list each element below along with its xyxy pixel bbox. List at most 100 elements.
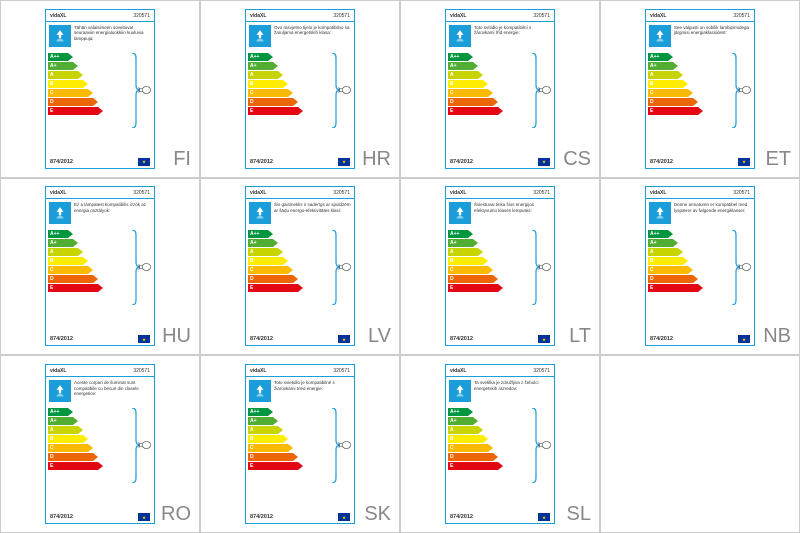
eu-flag-icon: ★ [538,158,550,166]
eu-flag-icon: ★ [138,513,150,521]
brand-text: vidaXL [250,13,333,19]
regulation-text: 874/2012 [250,514,338,520]
energy-arrow-App: A++ [448,230,473,238]
energy-arrow-E: E [448,284,503,292]
description-text: Ez a lámpatest kompatibilis izzók az ene… [74,202,151,213]
language-code: ET [765,148,791,171]
description-text: Toto svítidlo je kompatibilní s žárovkam… [474,25,551,36]
regulation-text: 874/2012 [450,514,538,520]
energy-label-card: vidaXL320571Toto svietidlo je kompatibil… [245,364,355,524]
energy-arrow-Ap: A+ [48,239,78,247]
energy-arrow-App: A++ [248,408,273,416]
label-cell-fi: vidaXL320571Tähän valaisimeen soveltuvat… [0,0,200,178]
bulb-icon [538,259,552,277]
energy-chart: A++A+ABCDE [246,405,354,511]
regulation-text: 874/2012 [50,336,138,342]
energy-arrow-App: A++ [448,53,473,61]
energy-arrow-C: C [248,444,293,452]
energy-arrow-A: A [48,426,83,434]
description-text: Tähän valaisimeen soveltuvat seuraaviin … [74,25,151,41]
lamp-icon [249,25,271,47]
energy-arrow-D: D [448,98,498,106]
energy-label-card: vidaXL320571Ez a lámpatest kompatibilis … [45,186,155,346]
energy-arrow-C: C [48,89,93,97]
description-text: Denne armaturen er kompatibel med lyspær… [674,202,751,213]
bulb-icon [738,82,752,100]
energy-arrow-D: D [48,453,98,461]
bulb-icon [538,82,552,100]
energy-arrow-E: E [648,284,703,292]
energy-arrow-B: B [48,435,88,443]
sku-text: 320571 [733,13,750,19]
energy-arrow-Ap: A+ [448,417,478,425]
lamp-icon [49,380,71,402]
label-cell-ro: vidaXL320571Aceste corpuri de iluminat s… [0,355,200,533]
energy-arrow-C: C [648,89,693,97]
energy-arrow-C: C [448,89,493,97]
label-cell-cs: vidaXL320571Toto svítidlo je kompatibiln… [400,0,600,178]
energy-arrow-B: B [248,435,288,443]
energy-chart: A++A+ABCDE [446,405,554,511]
empty-cell [600,355,800,533]
label-cell-sk: vidaXL320571Toto svietidlo je kompatibil… [200,355,400,533]
energy-chart: A++A+ABCDE [246,227,354,333]
brand-text: vidaXL [50,368,133,374]
energy-arrow-C: C [448,266,493,274]
brand-text: vidaXL [650,13,733,19]
energy-arrow-B: B [48,257,88,265]
energy-arrow-B: B [648,80,688,88]
energy-chart: A++A+ABCDE [446,227,554,333]
energy-arrow-A: A [248,426,283,434]
energy-arrow-App: A++ [648,53,673,61]
energy-arrow-App: A++ [248,230,273,238]
lamp-icon [249,380,271,402]
energy-arrow-B: B [48,80,88,88]
energy-label-card: vidaXL320571Aceste corpuri de iluminat s… [45,364,155,524]
lamp-icon [49,25,71,47]
energy-arrow-App: A++ [48,53,73,61]
energy-arrow-A: A [48,248,83,256]
energy-arrow-E: E [248,462,303,470]
description-text: Šis gaismeklis ir saderīgs ar spuldzēm a… [274,202,351,213]
energy-arrow-Ap: A+ [648,239,678,247]
energy-arrow-D: D [448,453,498,461]
eu-flag-icon: ★ [538,335,550,343]
eu-flag-icon: ★ [338,158,350,166]
eu-flag-icon: ★ [338,335,350,343]
energy-arrow-D: D [448,275,498,283]
language-code: NB [763,325,791,348]
energy-arrow-A: A [448,71,483,79]
energy-arrow-A: A [48,71,83,79]
energy-chart: A++A+ABCDE [46,405,154,511]
energy-arrow-C: C [648,266,693,274]
energy-arrow-App: A++ [448,408,473,416]
energy-arrow-App: A++ [48,230,73,238]
eu-flag-icon: ★ [138,335,150,343]
energy-arrow-B: B [448,257,488,265]
energy-label-card: vidaXL320571See valgusti on sobilik lamb… [645,9,755,169]
energy-arrow-E: E [248,107,303,115]
energy-arrow-D: D [648,275,698,283]
regulation-text: 874/2012 [650,159,738,165]
brand-text: vidaXL [50,13,133,19]
energy-chart: A++A+ABCDE [46,50,154,156]
lamp-icon [449,25,471,47]
regulation-text: 874/2012 [50,159,138,165]
energy-arrow-D: D [248,98,298,106]
bulb-icon [738,259,752,277]
label-cell-sl: vidaXL320571Ta svetilka je združljiva z … [400,355,600,533]
energy-arrow-Ap: A+ [48,62,78,70]
language-code: CS [563,148,591,171]
energy-arrow-B: B [248,257,288,265]
lamp-icon [449,380,471,402]
regulation-text: 874/2012 [650,336,738,342]
lamp-icon [649,202,671,224]
energy-arrow-B: B [448,80,488,88]
sku-text: 320571 [533,13,550,19]
brand-text: vidaXL [450,368,533,374]
energy-label-card: vidaXL320571Toto svítidlo je kompatibiln… [445,9,555,169]
energy-chart: A++A+ABCDE [646,227,754,333]
energy-arrow-C: C [48,444,93,452]
eu-flag-icon: ★ [538,513,550,521]
bulb-icon [138,437,152,455]
